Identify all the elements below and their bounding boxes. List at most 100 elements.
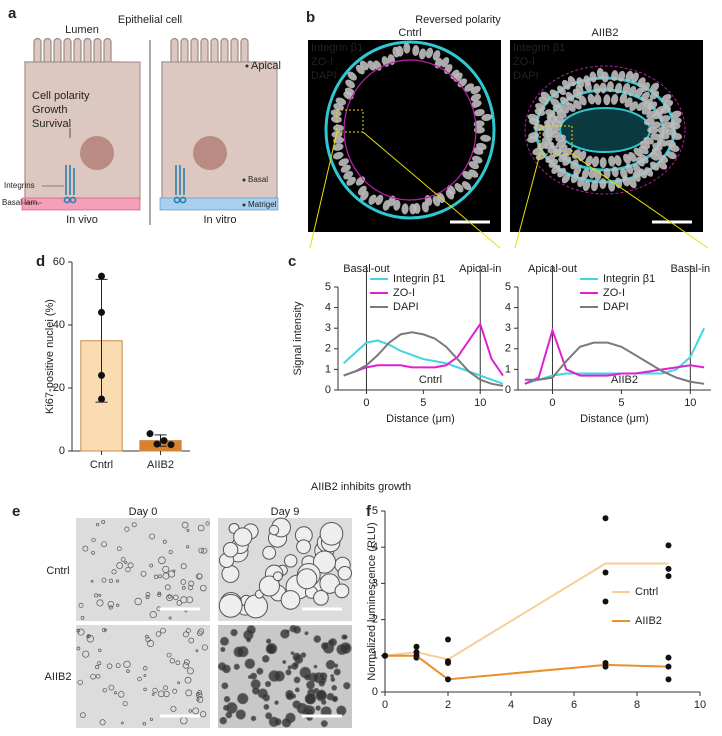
organoid [320, 720, 328, 728]
organoid [250, 715, 257, 722]
organoid [131, 522, 137, 528]
organoid [266, 642, 278, 655]
data-point [665, 542, 672, 549]
organoid [167, 594, 172, 599]
x-axis-title: Distance (μm) [580, 413, 649, 425]
organoid [280, 629, 290, 639]
nucleus [652, 111, 663, 120]
nucleus [599, 157, 607, 169]
y-tick-label: 3 [372, 577, 378, 589]
organoid [230, 628, 238, 637]
series-line [384, 562, 669, 661]
organoid [101, 577, 107, 583]
nucleus [599, 82, 607, 94]
organoid [235, 709, 246, 720]
organoid [285, 669, 292, 676]
nucleus [549, 89, 560, 99]
series-line [524, 326, 705, 385]
organoid [304, 673, 312, 681]
organoid [80, 616, 85, 620]
cell-boundary [324, 40, 496, 220]
organoid [321, 699, 327, 705]
organoid [291, 662, 299, 670]
organoid [78, 602, 84, 608]
nucleus [330, 109, 342, 117]
nucleus [658, 132, 670, 140]
organoid [218, 593, 243, 618]
nucleus [647, 101, 658, 111]
organoid [256, 667, 264, 675]
x-tick-label: 10 [474, 397, 486, 409]
organoid [163, 685, 169, 691]
organoid [282, 660, 287, 665]
nucleus [629, 101, 638, 111]
nucleus [650, 82, 660, 93]
data-point [146, 430, 154, 438]
organoid [149, 563, 154, 568]
nucleus [599, 178, 607, 190]
data-point [160, 437, 168, 445]
organoid [201, 644, 208, 651]
lumen-label: Lumen [65, 24, 99, 36]
micrographs-e [76, 517, 353, 728]
nucleus [550, 98, 561, 107]
nucleus [641, 82, 651, 92]
organoid [118, 691, 125, 698]
nucleus [619, 93, 628, 104]
organoid [116, 546, 122, 552]
nucleus [628, 86, 637, 97]
y-tick-label: 2 [325, 343, 331, 355]
nucleus [632, 171, 641, 182]
legend-label: ZO-I [393, 287, 415, 299]
organoid [293, 676, 301, 684]
series-line [343, 339, 504, 385]
nucleus [606, 81, 614, 93]
organoid [250, 672, 258, 680]
nucleus [367, 60, 376, 71]
organoid [142, 721, 147, 726]
y-tick-label: 3 [325, 322, 331, 334]
data-point [665, 654, 672, 661]
organoid [163, 690, 170, 698]
organoid [304, 693, 317, 705]
organoid [200, 584, 207, 592]
organoid [145, 637, 151, 643]
organoid [222, 541, 239, 558]
panel-label: f [366, 503, 372, 520]
nucleus [650, 121, 662, 129]
nucleus [594, 94, 602, 105]
nucleus [562, 79, 571, 90]
nucleus [633, 147, 643, 157]
organoid [296, 568, 318, 590]
channel-label: Integrin β1 [311, 42, 363, 54]
in-vitro-label: In vitro [203, 214, 236, 226]
nucleus [335, 97, 347, 106]
organoid [182, 631, 189, 638]
panel-label: e [12, 503, 20, 520]
organoid [82, 650, 90, 658]
organoid [205, 521, 210, 526]
nucleus [593, 83, 601, 95]
organoid [237, 692, 249, 705]
organoid [233, 646, 245, 658]
data-point [602, 515, 609, 522]
organoid [98, 593, 102, 597]
data-point [665, 565, 672, 572]
organoid [180, 596, 188, 604]
organoid [107, 601, 115, 608]
data-point [98, 272, 105, 280]
organoid [182, 662, 190, 669]
nucleus [425, 47, 434, 59]
nucleus [582, 180, 591, 192]
organoid [111, 569, 117, 575]
reference-label: Apical-out [528, 263, 577, 275]
data-point [413, 643, 420, 650]
organoid [246, 625, 256, 635]
organoid [145, 592, 151, 597]
nucleus [528, 132, 540, 140]
organoid [145, 634, 149, 639]
organoid [145, 595, 150, 600]
organoid [181, 521, 189, 529]
organoid [336, 705, 347, 716]
organoid [116, 603, 120, 607]
